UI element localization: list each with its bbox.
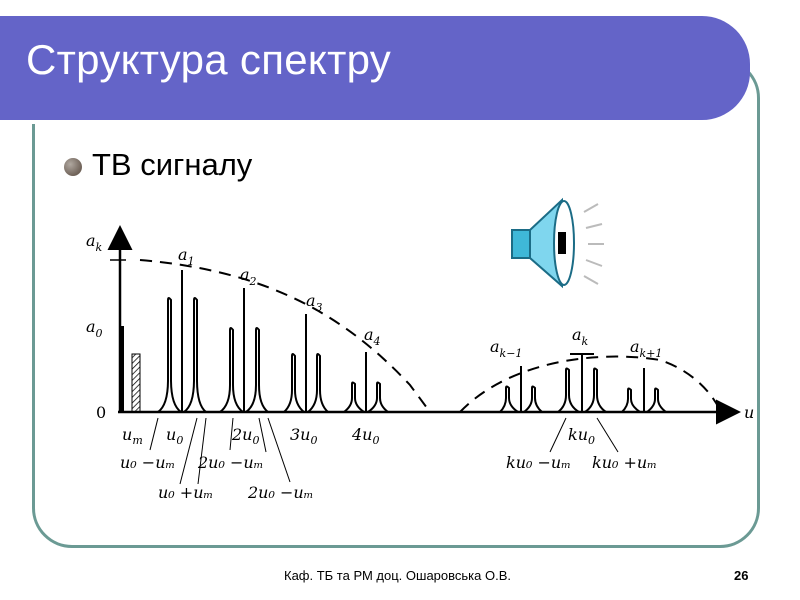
harmonic-3 bbox=[283, 314, 329, 413]
bullet-text: ТВ сигналу bbox=[92, 147, 253, 182]
title-underline bbox=[0, 120, 706, 124]
title-bar bbox=[0, 16, 750, 124]
label-ku0-minus-um: ku₀ −uₘ bbox=[506, 453, 571, 472]
peak-label-a1: a1 bbox=[178, 245, 195, 268]
envelope-right bbox=[459, 355, 721, 413]
harmonic-k-minus-1 bbox=[499, 366, 543, 413]
peak-label-ak-1: ak−1 bbox=[490, 337, 522, 360]
harmonic-4 bbox=[343, 352, 389, 413]
y-label-zero: 0 bbox=[96, 403, 106, 422]
tick-label-3u0: 3u0 bbox=[290, 425, 317, 447]
label-2u0-minus-um-2: 2u₀ −uₘ bbox=[247, 483, 314, 502]
tick-label-2u0: 2u0 bbox=[231, 425, 259, 447]
page-number: 26 bbox=[734, 568, 749, 583]
peak-label-a2: a2 bbox=[240, 265, 257, 288]
dc-component bbox=[120, 326, 124, 412]
tick-label-um: um bbox=[122, 425, 143, 447]
y-label-a0: a0 bbox=[86, 317, 103, 340]
peak-label-ak+1: ak+1 bbox=[630, 337, 662, 360]
spectrum-diagram: ak a0 0 u a1 bbox=[86, 225, 754, 502]
leader-lines bbox=[149, 417, 619, 485]
y-axis-label: ak bbox=[86, 231, 103, 254]
speaker-icon[interactable] bbox=[508, 186, 608, 296]
label-2u0-minus-um: 2u₀ −uₘ bbox=[197, 453, 264, 472]
label-ku0-plus-um: ku₀ +uₘ bbox=[592, 453, 657, 472]
harmonic-1 bbox=[157, 270, 207, 413]
label-u0-plus-um: u₀ +uₘ bbox=[158, 483, 213, 502]
content-frame bbox=[32, 58, 760, 548]
peak-label-ak: ak bbox=[572, 325, 589, 348]
tick-label-u0: u0 bbox=[166, 425, 183, 447]
page-title: Структура спектру bbox=[26, 36, 392, 83]
harmonic-k-plus-1 bbox=[621, 368, 667, 413]
tick-label-4u0: 4u0 bbox=[351, 425, 379, 447]
dc-band bbox=[131, 353, 141, 413]
footer-credit: Каф. ТБ та РМ доц. Ошаровська О.В. bbox=[284, 568, 511, 583]
envelope-left bbox=[139, 259, 431, 413]
tick-label-ku0: ku0 bbox=[568, 425, 595, 447]
bullet-dot-icon bbox=[64, 158, 82, 176]
peak-label-a4: a4 bbox=[364, 325, 381, 348]
peak-label-a3: a3 bbox=[306, 291, 323, 314]
label-u0-minus-um: u₀ −uₘ bbox=[120, 453, 175, 472]
harmonic-k bbox=[557, 353, 607, 413]
harmonic-2 bbox=[219, 288, 269, 413]
x-axis-label: u bbox=[744, 403, 754, 422]
